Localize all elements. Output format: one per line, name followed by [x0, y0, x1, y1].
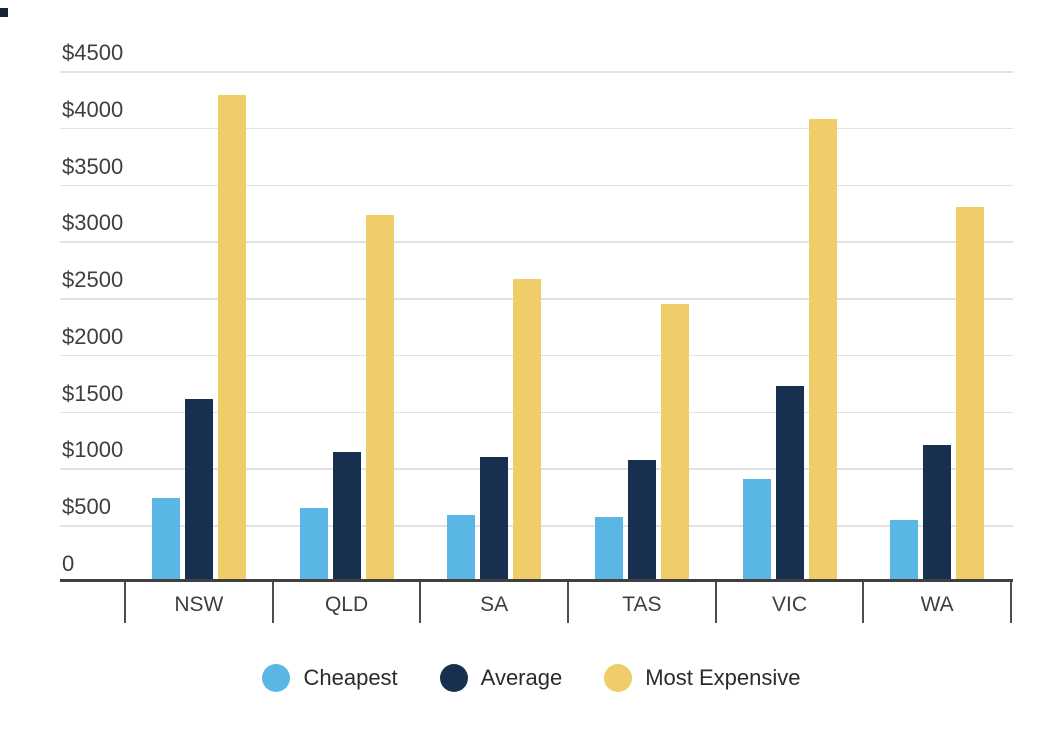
legend-item-most-expensive[interactable]: Most Expensive: [604, 664, 801, 692]
bar-tas-most-expensive[interactable]: [660, 303, 689, 582]
bar-nsw-cheapest[interactable]: [151, 498, 180, 582]
y-axis-tick-label: $2500: [62, 267, 124, 293]
gridline: [60, 184, 1013, 187]
y-axis-tick-label: $3000: [62, 210, 124, 236]
bar-tas-cheapest[interactable]: [594, 517, 623, 582]
bar-qld-average[interactable]: [332, 452, 361, 582]
category-separator: [124, 582, 126, 623]
x-axis-label-wa: WA: [920, 593, 954, 616]
y-axis-tick-label: $4500: [62, 40, 124, 65]
gridline: [60, 127, 1013, 130]
legend-item-cheapest[interactable]: Cheapest: [262, 664, 398, 692]
bar-nsw-most-expensive[interactable]: [217, 94, 246, 582]
category-separator: [862, 582, 865, 623]
category-separator: [419, 582, 422, 623]
x-axis-label-vic: VIC: [772, 593, 808, 616]
x-axis-label-qld: QLD: [324, 593, 369, 616]
y-axis-tick-label: $500: [62, 494, 111, 520]
y-axis-tick-label: $4000: [62, 96, 124, 122]
bar-qld-most-expensive[interactable]: [365, 215, 394, 582]
y-axis-tick-label: $1500: [62, 380, 124, 406]
legend-swatch-icon: [604, 664, 633, 692]
bar-vic-most-expensive[interactable]: [808, 119, 837, 582]
legend-label: Average: [480, 665, 563, 690]
bar-vic-cheapest[interactable]: [742, 479, 771, 582]
chart-legend: Cheapest Average Most Expensive: [0, 660, 1063, 696]
bar-sa-average[interactable]: [480, 457, 509, 582]
category-separator: [714, 582, 717, 623]
legend-swatch-icon: [439, 664, 468, 692]
bar-qld-cheapest[interactable]: [299, 508, 328, 582]
y-axis-tick-label: 0: [62, 551, 75, 576]
corner-mark: [0, 8, 8, 17]
category-separator: [1010, 582, 1012, 623]
x-axis-label-sa: SA: [480, 593, 509, 616]
y-axis-tick-label: $3500: [62, 153, 124, 179]
category-separator: [567, 582, 569, 623]
x-axis-line: [60, 579, 1013, 582]
category-separator: [271, 582, 274, 623]
y-axis-tick-label: $1000: [62, 437, 124, 463]
bar-sa-most-expensive[interactable]: [513, 278, 542, 582]
bar-tas-average[interactable]: [627, 459, 656, 582]
legend-swatch-icon: [262, 664, 291, 692]
legend-label: Most Expensive: [645, 665, 801, 690]
bar-nsw-average[interactable]: [184, 399, 213, 582]
bar-sa-cheapest[interactable]: [447, 515, 476, 582]
bar-wa-average[interactable]: [923, 445, 952, 582]
gridline: [60, 71, 1013, 73]
bar-wa-most-expensive[interactable]: [956, 207, 985, 582]
legend-item-average[interactable]: Average: [439, 664, 563, 692]
gridline: [60, 241, 1013, 243]
x-axis-label-nsw: NSW: [174, 593, 224, 616]
bar-vic-average[interactable]: [775, 386, 804, 582]
bar-wa-cheapest[interactable]: [890, 520, 919, 582]
legend-label: Cheapest: [303, 665, 398, 690]
x-axis-label-tas: TAS: [622, 593, 662, 616]
y-axis-tick-label: $2000: [62, 323, 124, 349]
